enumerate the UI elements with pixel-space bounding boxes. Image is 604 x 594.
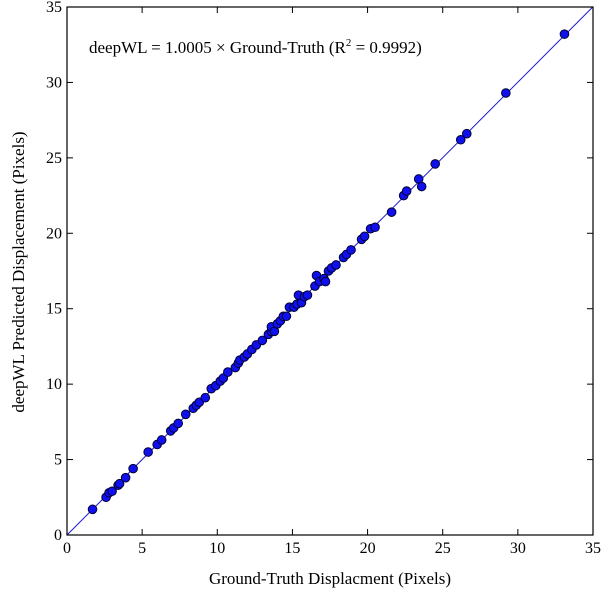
data-point	[416, 181, 427, 192]
data-point	[156, 435, 167, 445]
data-point	[302, 290, 313, 300]
data-point	[128, 463, 138, 474]
y-axis-label: deepWL Predicted Displacement (Pixels)	[9, 131, 28, 412]
regression-equation-superscript: 2	[346, 37, 352, 49]
y-tick-label: 20	[46, 225, 62, 242]
data-point	[143, 447, 153, 457]
axes: 0 5 10 15 20 25 30 35 0 5 10 15 20 25 30 35	[46, 0, 601, 557]
y-tick-label: 35	[46, 0, 62, 16]
data-point	[401, 186, 412, 196]
x-axis-label: Ground-Truth Displacment (Pixels)	[209, 569, 451, 588]
data-point	[223, 367, 233, 377]
plot-frame	[66, 6, 594, 536]
data-point	[386, 207, 397, 217]
y-tick-label: 10	[46, 376, 62, 393]
regression-equation-suffix: = 0.9992)	[351, 38, 422, 57]
data-point	[455, 134, 466, 145]
x-tick-label: 30	[510, 540, 526, 557]
regression-equation: deepWL = 1.0005 × Ground-Truth (R2 = 0.9…	[89, 37, 422, 57]
data-point	[346, 245, 356, 255]
data-point	[430, 159, 441, 169]
x-tick-label: 0	[63, 540, 71, 557]
data-point	[559, 29, 570, 39]
data-point	[173, 418, 184, 429]
data-point	[359, 231, 370, 242]
x-tick-label: 5	[138, 540, 146, 557]
data-point	[501, 88, 511, 98]
data-point	[114, 478, 125, 489]
data-point	[87, 504, 98, 515]
data-point	[320, 276, 331, 287]
data-point	[200, 392, 211, 403]
data-point	[107, 486, 117, 497]
data-point	[257, 335, 268, 346]
x-tick-label: 15	[284, 540, 300, 557]
data-point	[281, 311, 292, 322]
x-tick-label: 20	[360, 540, 376, 557]
data-point	[370, 222, 380, 233]
data-point	[120, 472, 131, 483]
x-tick-label: 35	[585, 540, 601, 557]
data-points	[87, 29, 570, 515]
y-tick-label: 30	[46, 74, 62, 91]
x-tick-label: 25	[435, 540, 451, 557]
data-point	[180, 409, 191, 420]
y-tick-label: 0	[54, 527, 62, 544]
y-tick-label: 25	[46, 150, 62, 167]
x-tick-label: 10	[209, 540, 225, 557]
y-tick-label: 15	[46, 301, 62, 318]
y-tick-label: 5	[54, 452, 62, 469]
regression-equation-prefix: deepWL = 1.0005 × Ground-Truth (R	[89, 38, 346, 57]
data-point	[331, 260, 341, 270]
data-point	[461, 128, 472, 139]
